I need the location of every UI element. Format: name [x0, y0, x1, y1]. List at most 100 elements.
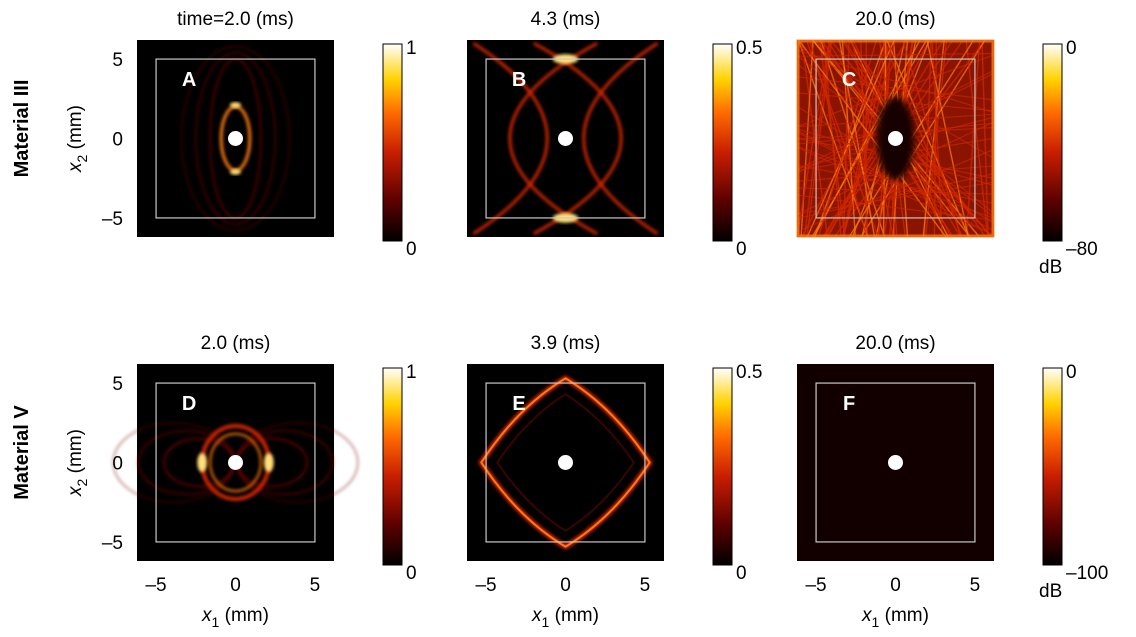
- colorbar: [382, 43, 403, 242]
- source-dot: [558, 455, 573, 470]
- x-tick-label: 5: [640, 575, 651, 596]
- colorbar-min-label: 0: [736, 563, 747, 584]
- y-tick-label: 5: [112, 374, 123, 395]
- x-axis-unit: (mm): [879, 605, 929, 626]
- heatmap-panel-E: E: [467, 364, 664, 561]
- domain-boundary: [485, 382, 646, 543]
- panel-letter: D: [182, 393, 196, 415]
- heatmap-panel-D: D: [112, 364, 359, 561]
- x-tick-label: –5: [475, 575, 496, 596]
- diffuse-streak: [813, 39, 921, 238]
- colorbar-max-label: 1: [406, 362, 417, 383]
- x-tick-label: –5: [805, 575, 826, 596]
- x-axis-var: x: [531, 605, 543, 626]
- wave-peak: [229, 102, 242, 108]
- diffuse-streak: [902, 39, 962, 238]
- wave-inner: [495, 393, 636, 532]
- x-axis-label: x1 (mm): [531, 605, 599, 630]
- x-tick-label: 0: [890, 575, 901, 596]
- wave-peak: [197, 452, 207, 473]
- wave-arc: [194, 51, 277, 226]
- y-tick-label: 0: [112, 130, 123, 151]
- diffuse-streak: [842, 39, 896, 238]
- diffuse-streak: [796, 164, 995, 205]
- heatmap-panel-C: C: [796, 39, 995, 238]
- y-axis-unit: (mm): [65, 429, 86, 479]
- panel-letter: E: [512, 393, 525, 415]
- panel-letter: C: [842, 69, 856, 91]
- boundary-glow: [796, 39, 995, 238]
- colorbar: [712, 43, 733, 242]
- colorbar: [1042, 367, 1063, 566]
- diffuse-streak: [798, 39, 947, 238]
- source-dot: [888, 131, 903, 146]
- panel-title: 2.0 (ms): [201, 333, 271, 354]
- x-axis-label: x1 (mm): [201, 605, 269, 630]
- wave-front: [472, 41, 549, 236]
- x-tick-label: 0: [560, 575, 571, 596]
- diffuse-streak: [882, 39, 963, 238]
- y-axis-sub: 2: [74, 478, 90, 486]
- y-tick-label: 0: [112, 454, 123, 475]
- colorbar-max-label: 0: [1066, 38, 1077, 59]
- panel-title: 4.3 (ms): [531, 9, 601, 30]
- diffuse-streak: [803, 39, 831, 238]
- diffuse-streak: [965, 39, 989, 238]
- panel-letter: A: [182, 69, 196, 91]
- x-axis-sub: 1: [542, 614, 550, 630]
- panel-title: 20.0 (ms): [855, 9, 935, 30]
- y-axis-label: x2 (mm): [65, 429, 90, 497]
- diffuse-streak: [965, 39, 981, 238]
- y-tick-label: –5: [102, 209, 123, 230]
- x-axis-unit: (mm): [549, 605, 599, 626]
- x-axis-var: x: [861, 605, 873, 626]
- colorbar-max-label: 0.5: [736, 362, 762, 383]
- colorbar-unit-label: dB: [1039, 581, 1062, 602]
- source-dot: [228, 131, 243, 146]
- x-axis-label: x1 (mm): [861, 605, 929, 630]
- diffuse-streak: [796, 187, 995, 195]
- diffuse-streak: [796, 49, 995, 114]
- wave-peak: [229, 169, 242, 175]
- diffuse-streak: [981, 39, 989, 238]
- diffuse-streak: [796, 129, 995, 232]
- source-dot: [228, 455, 243, 470]
- wave-arc: [180, 45, 291, 232]
- colorbar-max-label: 1: [406, 38, 417, 59]
- y-tick-label: 5: [112, 50, 123, 71]
- colorbar: [1042, 43, 1063, 242]
- wave-front: [209, 432, 262, 493]
- diffuse-streak: [796, 145, 995, 220]
- row-label: Material III: [11, 80, 33, 178]
- diffuse-streak: [796, 172, 995, 220]
- heatmap-panel-A: A: [137, 40, 334, 237]
- colorbar-unit-label: dB: [1039, 257, 1062, 278]
- colorbar-max-label: 0: [1066, 362, 1077, 383]
- colorbar-min-label: 0: [406, 239, 417, 260]
- panel-letter: B: [512, 69, 526, 91]
- diffuse-streak: [796, 194, 995, 221]
- x-axis-sub: 1: [872, 614, 880, 630]
- x-tick-label: –5: [145, 575, 166, 596]
- domain-boundary: [815, 58, 976, 219]
- heatmap-panel-F: F: [797, 364, 994, 561]
- domain-boundary: [815, 382, 976, 543]
- y-axis-sub: 2: [74, 154, 90, 162]
- source-dot: [558, 131, 573, 146]
- x-tick-label: 5: [970, 575, 981, 596]
- y-axis-var: x: [65, 485, 86, 497]
- wave-front: [533, 41, 623, 236]
- wave-peak: [264, 452, 274, 473]
- colorbar: [712, 367, 733, 566]
- colorbar-max-label: 0.5: [736, 38, 762, 59]
- colorbar-min-label: 0: [736, 239, 747, 260]
- row-label: Material V: [11, 405, 33, 500]
- x-tick-label: 0: [230, 575, 241, 596]
- domain-boundary: [155, 382, 316, 543]
- y-axis-unit: (mm): [65, 105, 86, 155]
- y-tick-label: –5: [102, 533, 123, 554]
- panel-title: 3.9 (ms): [531, 333, 601, 354]
- wave-front: [508, 41, 598, 236]
- panel-title: 20.0 (ms): [855, 333, 935, 354]
